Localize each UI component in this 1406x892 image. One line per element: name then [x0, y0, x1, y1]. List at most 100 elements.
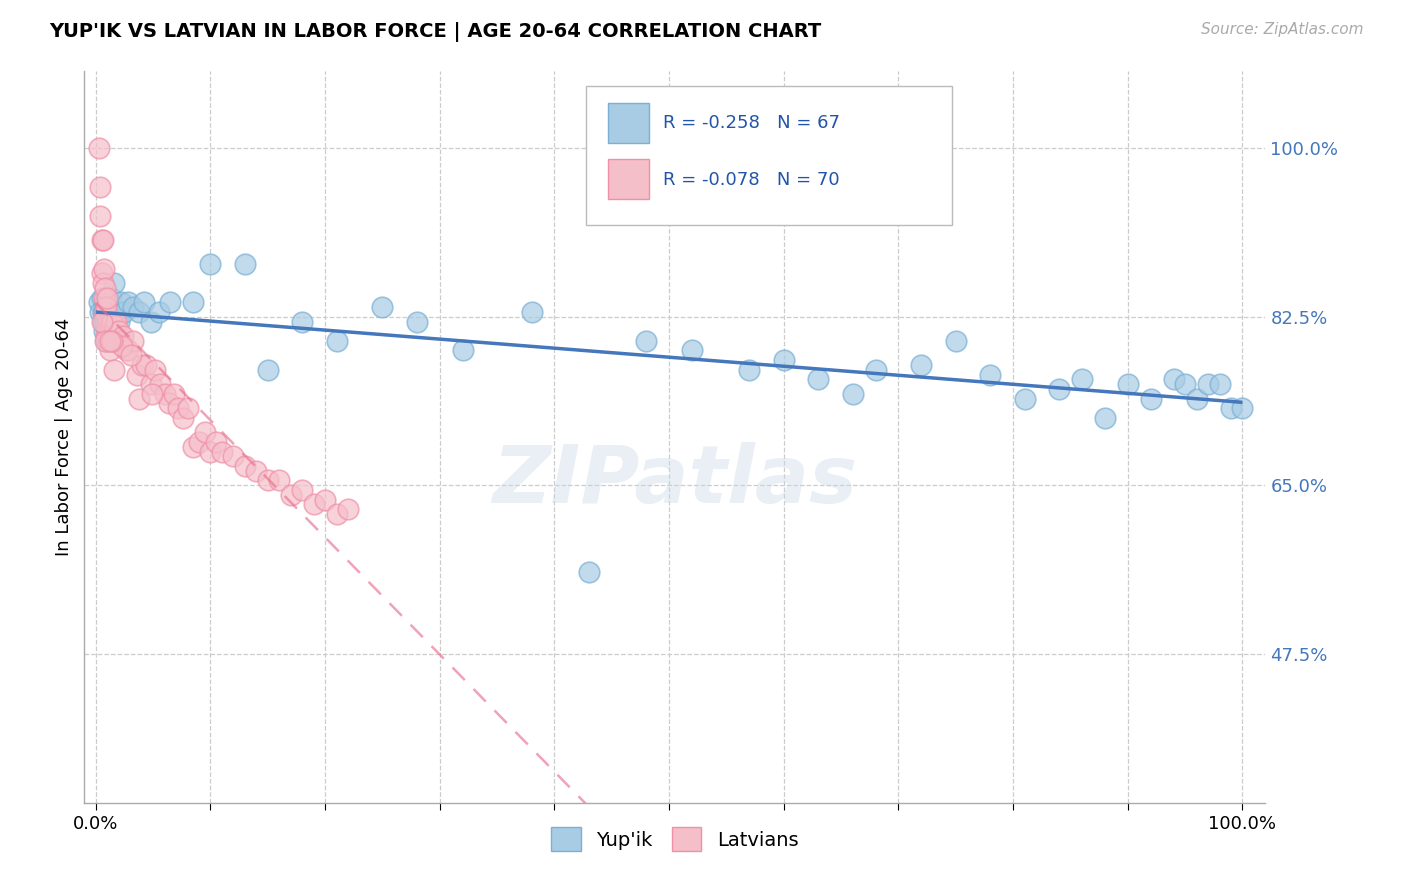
Point	[89, 209, 111, 223]
Point	[1139, 392, 1161, 406]
Point	[132, 295, 155, 310]
Point	[89, 295, 111, 310]
Point	[256, 362, 278, 376]
Point	[101, 334, 124, 348]
Point	[1185, 392, 1208, 406]
Point	[104, 319, 127, 334]
Point	[325, 334, 347, 348]
Point	[135, 358, 157, 372]
Point	[101, 324, 124, 338]
Point	[233, 257, 256, 271]
Point	[233, 458, 256, 473]
Point	[97, 315, 120, 329]
Point	[406, 315, 429, 329]
Text: ZIPatlas: ZIPatlas	[492, 442, 858, 520]
Point	[105, 315, 128, 329]
Point	[772, 353, 794, 368]
Point	[128, 392, 150, 406]
Point	[163, 386, 186, 401]
Point	[107, 334, 129, 348]
Point	[1197, 377, 1219, 392]
Point	[176, 401, 198, 416]
Point	[112, 329, 135, 343]
Point	[865, 362, 887, 376]
Point	[110, 334, 132, 348]
Point	[91, 305, 114, 319]
Point	[90, 291, 112, 305]
Point	[101, 315, 124, 329]
Point	[91, 315, 114, 329]
Point	[1094, 410, 1116, 425]
Point	[194, 425, 217, 440]
Point	[139, 315, 162, 329]
Point	[200, 444, 222, 458]
Point	[578, 565, 600, 579]
Point	[96, 291, 118, 305]
Point	[256, 474, 278, 488]
Point	[139, 377, 162, 392]
Point	[1047, 382, 1070, 396]
Point	[96, 319, 118, 334]
Point	[127, 368, 149, 382]
Point	[98, 343, 121, 358]
Point	[107, 315, 129, 329]
Point	[121, 334, 143, 348]
Point	[128, 305, 150, 319]
Point	[1174, 377, 1197, 392]
Bar	[607, 103, 650, 143]
Point	[97, 334, 120, 348]
Point	[841, 386, 863, 401]
Text: YUP'IK VS LATVIAN IN LABOR FORCE | AGE 20-64 CORRELATION CHART: YUP'IK VS LATVIAN IN LABOR FORCE | AGE 2…	[49, 22, 821, 42]
Point	[159, 295, 181, 310]
Point	[89, 141, 111, 155]
Point	[910, 358, 932, 372]
Point	[114, 305, 136, 319]
Point	[101, 305, 124, 319]
Point	[97, 315, 120, 329]
Legend: Yup'ik, Latvians: Yup'ik, Latvians	[544, 820, 806, 859]
Point	[269, 474, 291, 488]
Text: R = -0.258   N = 67: R = -0.258 N = 67	[664, 113, 839, 131]
Point	[94, 300, 117, 314]
Point	[94, 295, 117, 310]
Point	[1208, 377, 1230, 392]
Point	[681, 343, 703, 358]
Point	[90, 267, 112, 281]
Point	[520, 305, 543, 319]
Point	[181, 295, 204, 310]
Point	[205, 434, 228, 449]
Point	[314, 492, 336, 507]
Text: R = -0.078   N = 70: R = -0.078 N = 70	[664, 170, 839, 188]
Point	[149, 377, 172, 392]
Point	[96, 295, 118, 310]
Point	[91, 233, 114, 247]
Point	[1116, 377, 1139, 392]
Point	[91, 276, 114, 290]
Point	[110, 295, 132, 310]
Point	[93, 324, 115, 338]
Point	[94, 305, 117, 319]
Point	[157, 396, 180, 410]
Point	[93, 291, 115, 305]
Point	[945, 334, 967, 348]
Point	[371, 300, 394, 314]
Point	[121, 300, 143, 314]
Point	[145, 362, 167, 376]
Point	[90, 315, 112, 329]
FancyBboxPatch shape	[586, 86, 952, 225]
Point	[181, 440, 204, 454]
Point	[1220, 401, 1243, 416]
Point	[167, 401, 190, 416]
Bar	[607, 159, 650, 200]
Point	[93, 261, 115, 276]
Point	[141, 386, 163, 401]
Point	[111, 338, 134, 352]
Point	[96, 324, 118, 338]
Point	[291, 315, 314, 329]
Point	[101, 334, 124, 348]
Point	[291, 483, 314, 497]
Point	[104, 315, 127, 329]
Point	[211, 444, 233, 458]
Point	[114, 343, 136, 358]
Point	[94, 305, 117, 319]
